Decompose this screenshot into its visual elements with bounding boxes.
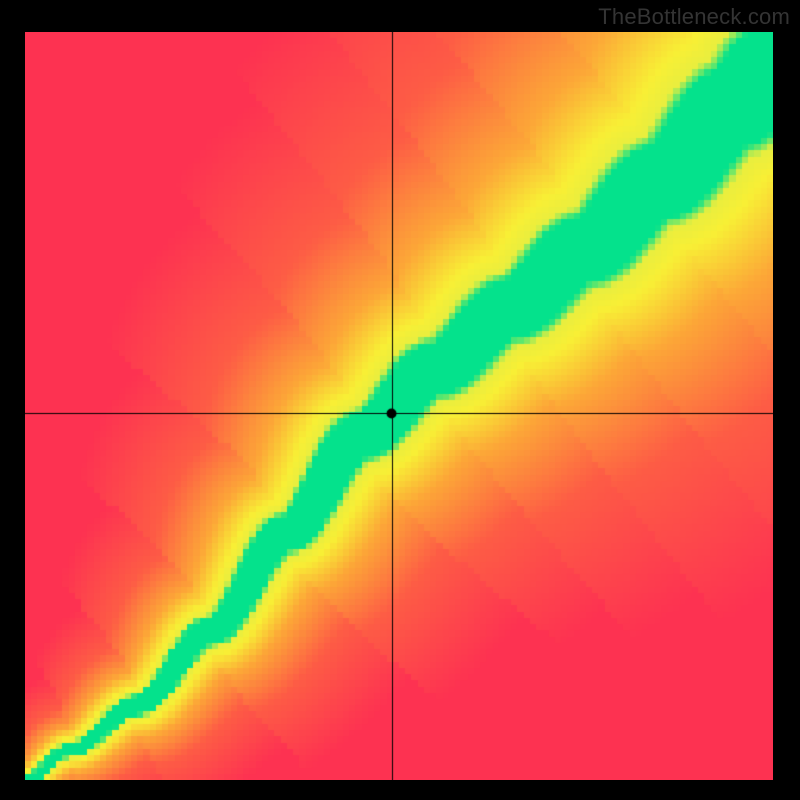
heatmap-canvas [25, 32, 773, 780]
attribution-text: TheBottleneck.com [598, 4, 790, 30]
heatmap-plot [25, 32, 773, 780]
